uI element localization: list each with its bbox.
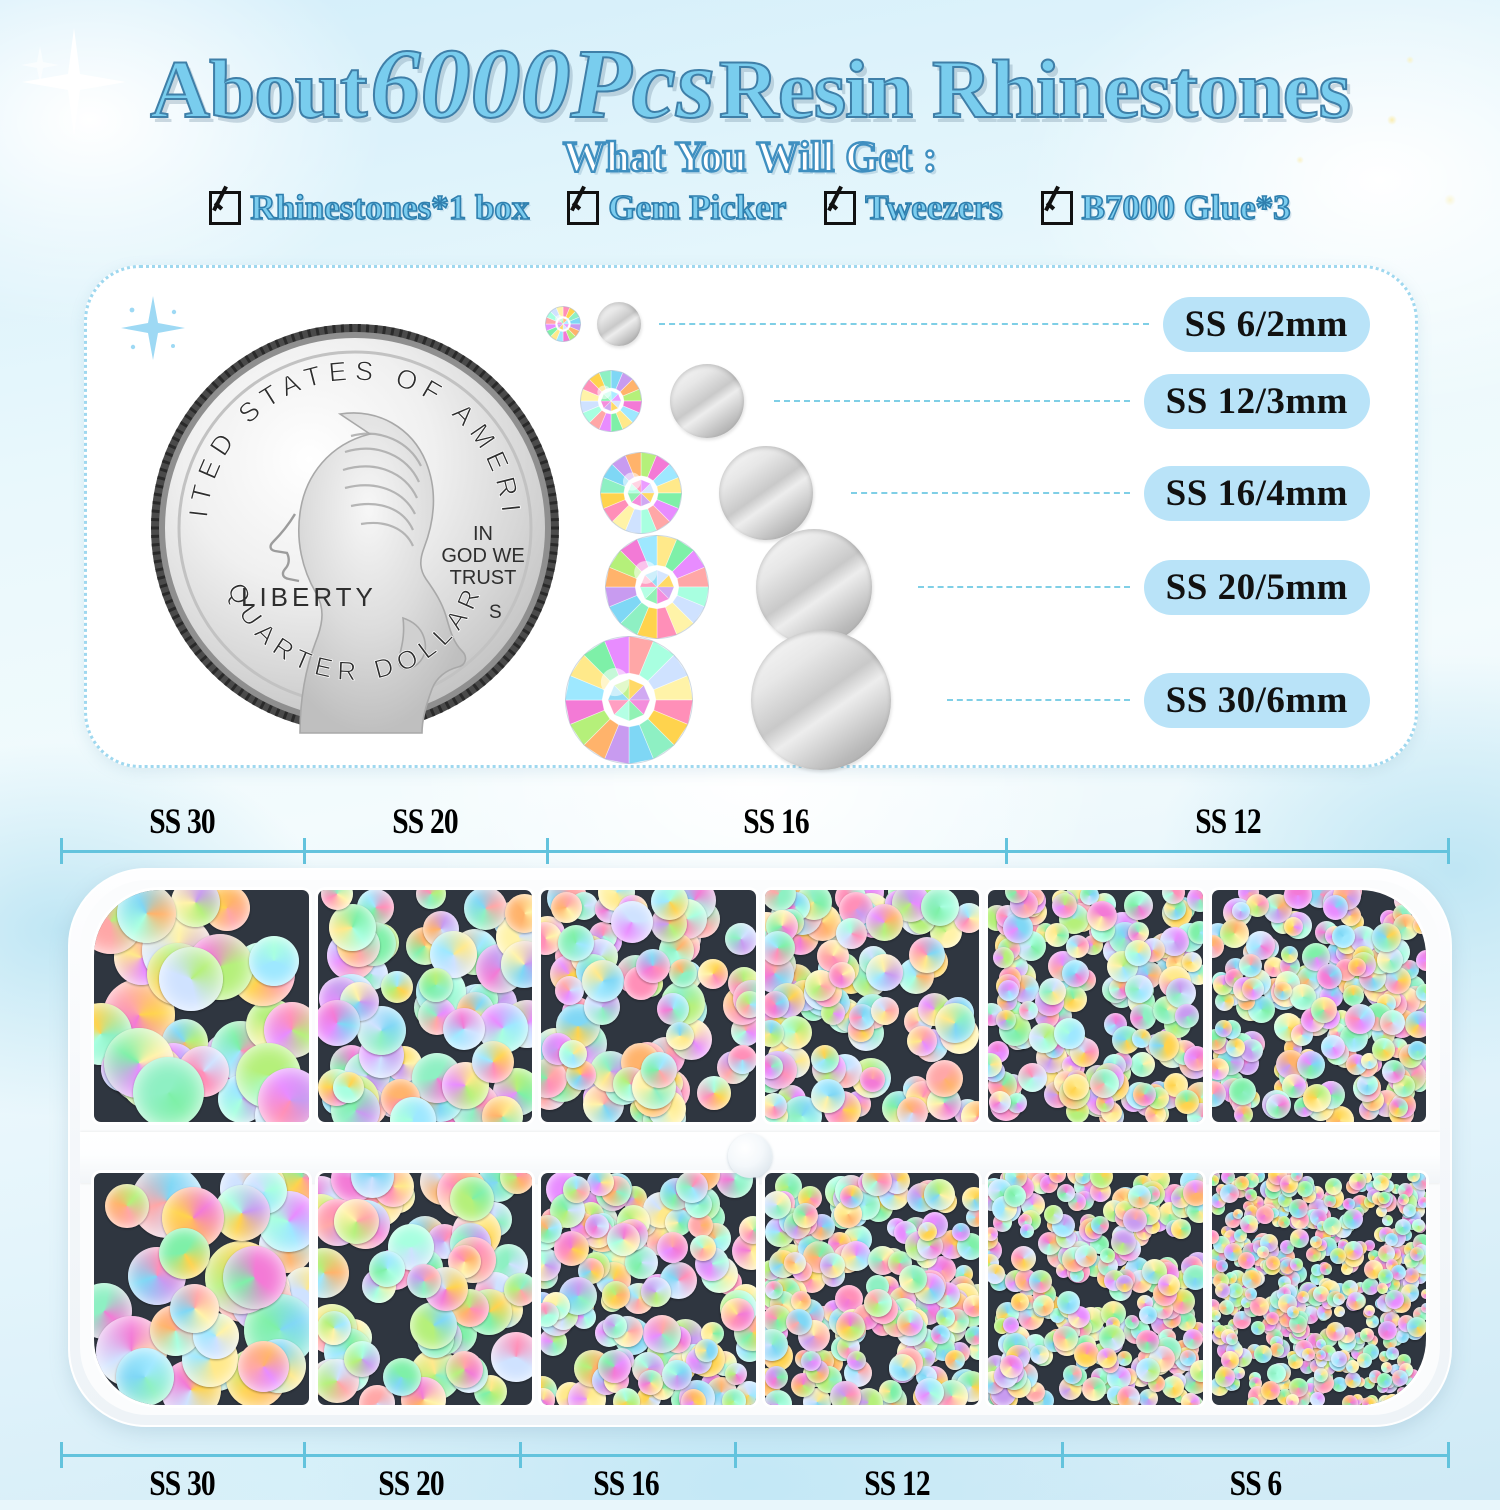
connector-line bbox=[659, 323, 1149, 325]
bracket-label: SS 20 bbox=[378, 1462, 444, 1504]
box-compartment[interactable] bbox=[1212, 890, 1427, 1122]
bracket-tick bbox=[1447, 838, 1450, 864]
us-quarter-coin: UNITED STATES OF AMERICA QUARTER DOLLAR … bbox=[145, 318, 565, 738]
bracket-label: SS 12 bbox=[864, 1462, 930, 1504]
bracket-label: SS 30 bbox=[149, 1462, 215, 1504]
box-compartment[interactable] bbox=[541, 890, 756, 1122]
rhinestone-sample-icon bbox=[600, 452, 682, 534]
rhinestone-fill bbox=[94, 890, 309, 1122]
size-label-pill: SS 20/5mm bbox=[1144, 560, 1370, 615]
box-compartment[interactable] bbox=[765, 1173, 980, 1405]
box-compartment[interactable] bbox=[318, 1173, 533, 1405]
checklist-item-rhinestones: Rhinestones*1 box bbox=[209, 188, 529, 228]
size-label-pill: SS 16/4mm bbox=[1144, 466, 1370, 521]
bracket-tick bbox=[60, 838, 63, 864]
bracket-tick bbox=[1005, 838, 1008, 864]
bracket-line bbox=[60, 1454, 1450, 1457]
size-label-pill: SS 30/6mm bbox=[1144, 673, 1370, 728]
checklist-item-label: Rhinestones*1 box bbox=[250, 188, 529, 228]
svg-text:GOD WE: GOD WE bbox=[441, 545, 524, 567]
checklist-item-glue: B7000 Glue*3 bbox=[1041, 188, 1291, 228]
checkbox-checked-icon bbox=[824, 191, 856, 225]
size-disc-icon bbox=[751, 630, 891, 770]
box-compartment[interactable] bbox=[988, 890, 1203, 1122]
checklist: Rhinestones*1 box Gem Picker Tweezers B7… bbox=[0, 188, 1500, 228]
size-label-pill: SS 6/2mm bbox=[1163, 297, 1370, 352]
checkbox-checked-icon bbox=[1041, 191, 1073, 225]
title-suffix: Resin Rhinestones bbox=[719, 43, 1350, 135]
box-compartment[interactable] bbox=[541, 1173, 756, 1405]
bracket-label: SS 20 bbox=[392, 800, 458, 842]
checklist-item-gem-picker: Gem Picker bbox=[567, 188, 786, 228]
rhinestone-fill bbox=[94, 1173, 309, 1405]
size-disc-icon bbox=[719, 446, 813, 540]
size-label-pill: SS 12/3mm bbox=[1144, 374, 1370, 429]
box-compartment[interactable] bbox=[94, 890, 309, 1122]
rhinestone-fill bbox=[988, 890, 1203, 1122]
size-row-ss12: SS 12/3mm bbox=[580, 362, 1370, 440]
box-compartment[interactable] bbox=[1212, 1173, 1427, 1405]
rhinestone-sample-icon bbox=[565, 636, 693, 764]
size-row-ss30: SS 30/6mm bbox=[565, 628, 1370, 772]
page-title: About6000PcsResin Rhinestones bbox=[0, 34, 1500, 134]
bracket-tick bbox=[303, 838, 306, 864]
title-prefix: About bbox=[150, 43, 366, 135]
svg-text:IN: IN bbox=[473, 523, 493, 545]
box-latch-button[interactable] bbox=[728, 1134, 772, 1178]
connector-line bbox=[851, 492, 1130, 494]
bracket-label: SS 6 bbox=[1230, 1462, 1282, 1504]
size-disc-icon bbox=[597, 302, 641, 346]
box-compartment[interactable] bbox=[318, 890, 533, 1122]
rhinestone-fill bbox=[765, 890, 980, 1122]
compartment-row-bottom bbox=[94, 1173, 1426, 1405]
connector-line bbox=[947, 699, 1130, 701]
rhinestone-sample-icon bbox=[580, 370, 642, 432]
checklist-item-label: Tweezers bbox=[865, 188, 1002, 228]
connector-line bbox=[918, 586, 1130, 588]
bracket-bottom-labels: SS 30 SS 20 SS 16 SS 12 SS 6 bbox=[60, 1462, 1450, 1510]
rhinestone-fill bbox=[541, 1173, 756, 1405]
box-compartment[interactable] bbox=[765, 890, 980, 1122]
coin-mint-mark: S bbox=[489, 602, 502, 623]
subtitle: What You Will Get : bbox=[0, 133, 1500, 182]
bracket-tick bbox=[546, 838, 549, 864]
checkbox-checked-icon bbox=[567, 191, 599, 225]
compartment-row-top bbox=[94, 890, 1426, 1122]
bracket-label: SS 12 bbox=[1195, 800, 1261, 842]
checkbox-checked-icon bbox=[209, 191, 241, 225]
bracket-label: SS 30 bbox=[149, 800, 215, 842]
box-compartment[interactable] bbox=[94, 1173, 309, 1405]
rhinestone-fill bbox=[765, 1173, 980, 1405]
bracket-line bbox=[60, 850, 1450, 853]
rhinestone-fill bbox=[541, 890, 756, 1122]
connector-line bbox=[774, 400, 1130, 402]
size-disc-icon bbox=[670, 364, 744, 438]
title-count: 6000Pcs bbox=[367, 28, 719, 139]
rhinestone-fill bbox=[1212, 1173, 1427, 1405]
svg-text:TRUST: TRUST bbox=[450, 567, 517, 589]
rhinestone-sample-icon bbox=[605, 535, 709, 639]
rhinestone-fill bbox=[318, 890, 533, 1122]
checklist-item-label: B7000 Glue*3 bbox=[1082, 188, 1291, 228]
bracket-label: SS 16 bbox=[743, 800, 809, 842]
rhinestone-sample-icon bbox=[545, 306, 581, 342]
size-row-ss6: SS 6/2mm bbox=[545, 298, 1370, 350]
checklist-item-tweezers: Tweezers bbox=[824, 188, 1002, 228]
rhinestone-fill bbox=[1212, 890, 1427, 1122]
coin-liberty-text: LIBERTY bbox=[241, 582, 377, 612]
rhinestone-fill bbox=[318, 1173, 533, 1405]
rhinestone-fill bbox=[988, 1173, 1203, 1405]
box-compartment[interactable] bbox=[988, 1173, 1203, 1405]
bracket-top bbox=[60, 838, 1450, 864]
checklist-item-label: Gem Picker bbox=[608, 188, 786, 228]
bracket-label: SS 16 bbox=[593, 1462, 659, 1504]
